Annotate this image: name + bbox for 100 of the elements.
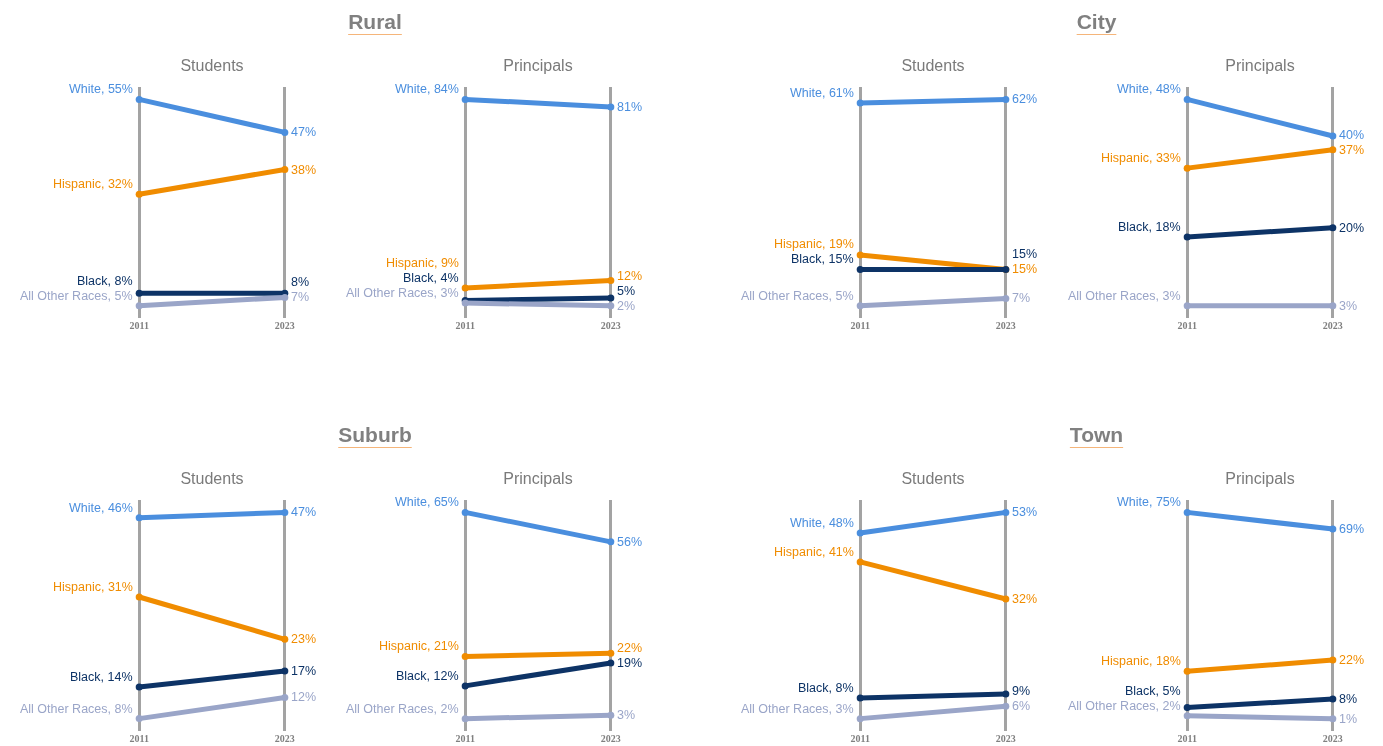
- point: [135, 289, 143, 297]
- data-label: 1%: [1339, 712, 1358, 726]
- point: [607, 649, 615, 657]
- point: [856, 694, 864, 702]
- point: [607, 711, 615, 719]
- point: [1329, 132, 1337, 140]
- x-tick-label: 2023: [274, 320, 295, 331]
- point: [461, 715, 469, 723]
- x-tick-label: 2011: [129, 320, 149, 331]
- point: [607, 538, 615, 546]
- chart-subtitle: Principals: [1225, 469, 1295, 487]
- data-label: White, 48%: [1117, 82, 1181, 96]
- x-tick-label: 2023: [1322, 733, 1343, 744]
- point: [1183, 703, 1191, 711]
- data-label: 62%: [1012, 92, 1038, 106]
- data-label: All Other Races, 8%: [20, 702, 133, 716]
- point: [1329, 656, 1337, 664]
- point: [856, 715, 864, 723]
- chart-subtitle: Students: [901, 469, 965, 487]
- data-label: Black, 12%: [396, 669, 459, 683]
- data-label: Hispanic, 31%: [53, 580, 133, 594]
- point: [1002, 95, 1010, 103]
- data-label: 2%: [617, 299, 636, 313]
- data-label: Hispanic, 33%: [1101, 151, 1181, 165]
- point: [1183, 233, 1191, 241]
- data-label: Black, 15%: [791, 252, 854, 266]
- data-label: White, 65%: [395, 495, 459, 509]
- point: [607, 302, 615, 310]
- data-label: 12%: [291, 690, 317, 704]
- point: [135, 683, 143, 691]
- x-tick-label: 2011: [129, 733, 149, 744]
- point: [1183, 164, 1191, 172]
- point: [1183, 508, 1191, 516]
- point: [1329, 695, 1337, 703]
- data-label: 47%: [291, 505, 317, 519]
- point: [1329, 525, 1337, 533]
- point: [1183, 302, 1191, 310]
- x-tick-label: 2023: [995, 320, 1016, 331]
- point: [281, 166, 289, 173]
- x-tick-label: 2011: [455, 320, 475, 331]
- x-tick-label: 2011: [850, 733, 870, 744]
- point: [281, 508, 289, 516]
- x-tick-label: 2023: [995, 733, 1016, 744]
- point: [1329, 302, 1337, 310]
- x-tick-label: 2023: [274, 733, 295, 744]
- data-label: 19%: [617, 656, 643, 670]
- data-label: All Other Races, 5%: [20, 289, 133, 303]
- data-label: 5%: [617, 284, 636, 298]
- data-label: All Other Races, 3%: [741, 702, 854, 716]
- point: [135, 593, 143, 601]
- data-label: Black, 8%: [798, 681, 854, 695]
- data-label: Black, 4%: [403, 271, 459, 285]
- x-tick-label: 2023: [600, 733, 621, 744]
- point: [856, 529, 864, 537]
- data-label: 38%: [291, 163, 317, 177]
- data-label: 22%: [617, 641, 643, 655]
- point: [1002, 508, 1010, 516]
- point: [856, 99, 864, 107]
- point: [1329, 224, 1337, 232]
- data-label: Black, 5%: [1125, 684, 1181, 698]
- point: [607, 294, 615, 302]
- chart-subtitle: Principals: [503, 56, 573, 74]
- point: [1002, 702, 1010, 710]
- point: [856, 558, 864, 566]
- point: [1329, 715, 1337, 723]
- x-tick-label: 2011: [1177, 733, 1197, 744]
- point: [856, 265, 864, 273]
- data-label: 81%: [617, 100, 643, 114]
- point: [135, 514, 143, 522]
- data-label: 69%: [1339, 522, 1365, 536]
- chart-title: City: [1076, 10, 1117, 34]
- data-label: 32%: [1012, 592, 1038, 606]
- point: [1002, 294, 1010, 302]
- chart-title: Town: [1069, 423, 1124, 447]
- point: [461, 284, 469, 292]
- point: [607, 659, 615, 667]
- data-label: 6%: [1012, 699, 1031, 713]
- x-tick-label: 2023: [1322, 320, 1343, 331]
- chart-subtitle: Principals: [1225, 56, 1295, 74]
- data-label: 40%: [1339, 128, 1365, 142]
- x-tick-label: 2011: [850, 320, 870, 331]
- point: [281, 128, 289, 136]
- data-label: All Other Races, 2%: [1068, 699, 1181, 713]
- data-label: 56%: [617, 535, 643, 549]
- point: [135, 95, 143, 103]
- data-label: 53%: [1012, 505, 1038, 519]
- data-label: 3%: [1339, 299, 1358, 313]
- data-label: 12%: [617, 269, 643, 283]
- point: [281, 693, 289, 701]
- data-label: 3%: [617, 708, 636, 722]
- data-label: 23%: [291, 632, 317, 646]
- data-label: 9%: [1012, 684, 1031, 698]
- data-label: All Other Races, 3%: [346, 286, 459, 300]
- point: [1183, 667, 1191, 675]
- data-label: White, 84%: [395, 82, 459, 96]
- data-label: Hispanic, 32%: [53, 177, 133, 191]
- point: [281, 635, 289, 643]
- data-label: Hispanic, 19%: [774, 237, 854, 251]
- data-label: 7%: [1012, 291, 1031, 305]
- x-tick-label: 2023: [600, 320, 621, 331]
